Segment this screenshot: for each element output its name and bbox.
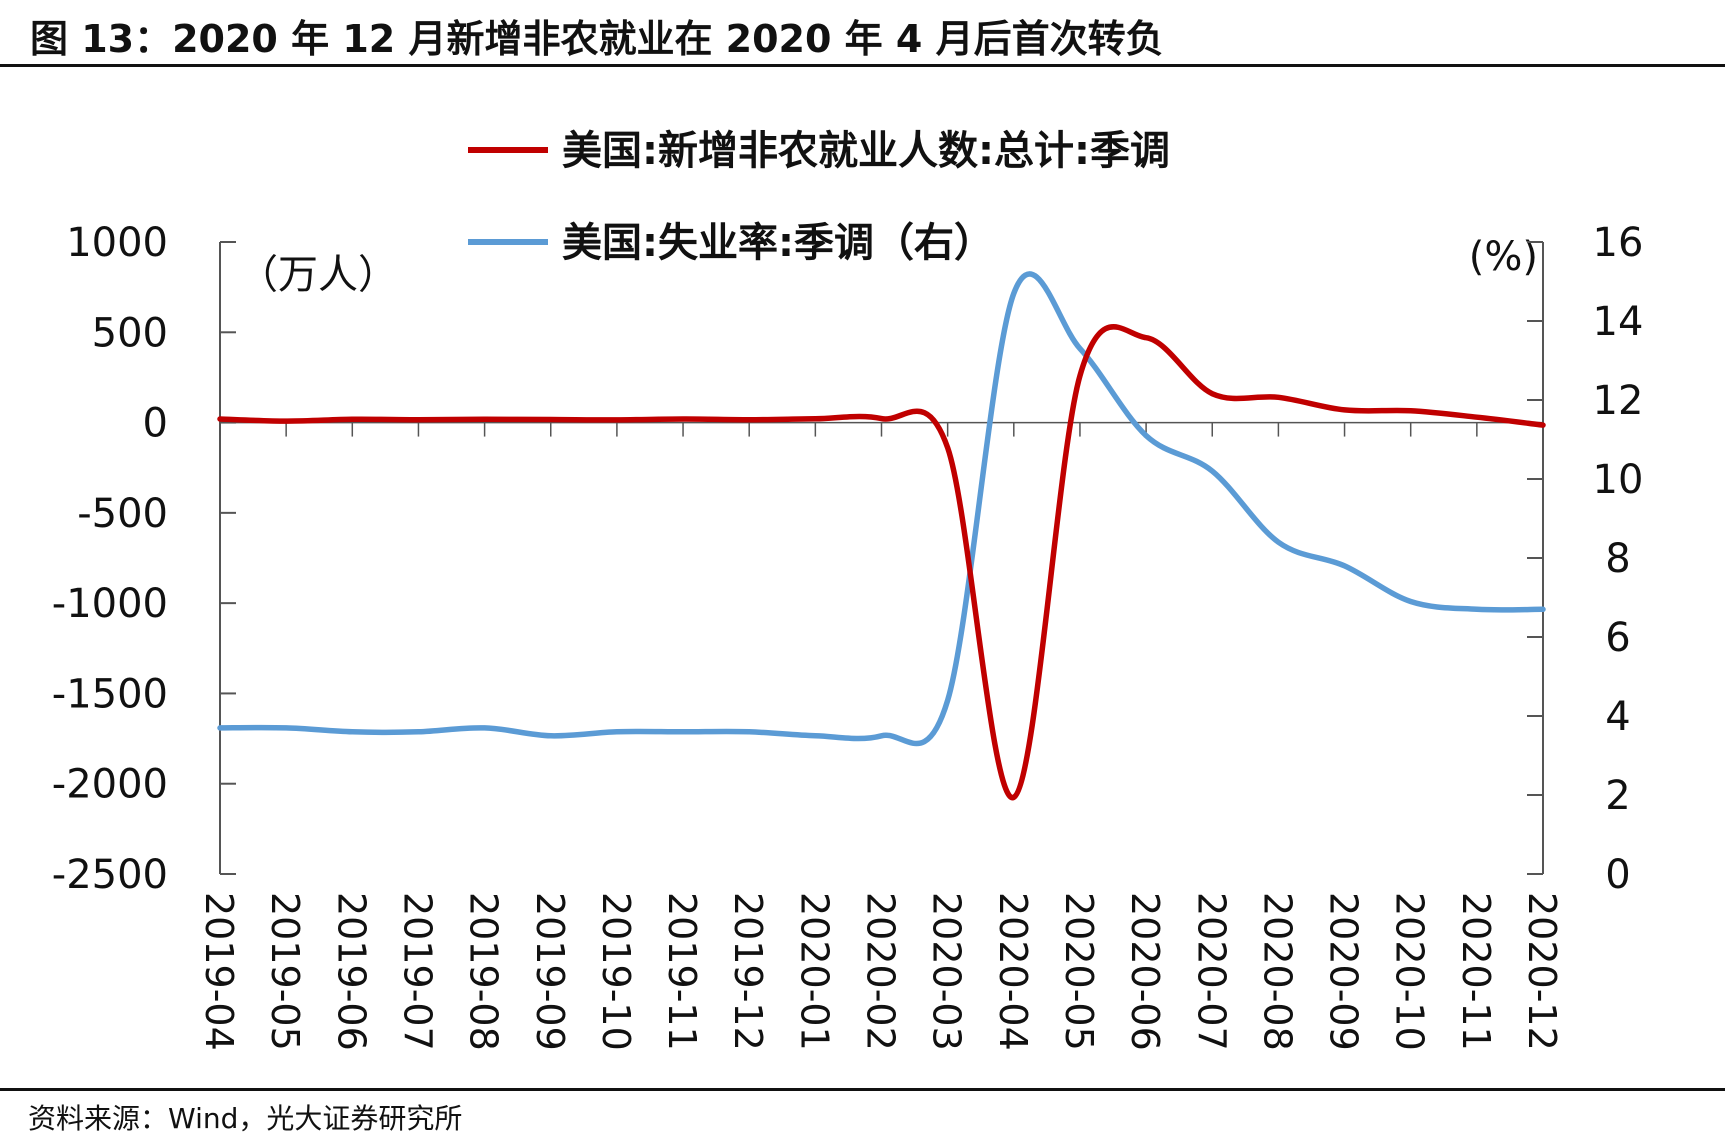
right-tick-label: 16 <box>1593 220 1644 266</box>
left-axis-unit: （万人） <box>238 252 398 298</box>
left-tick-label: -1000 <box>52 581 168 627</box>
zero-baseline <box>219 421 1544 437</box>
series-line-unemployment-rate <box>217 271 1546 747</box>
x-tick-label: 2019-09 <box>528 892 572 1051</box>
x-tick-label: 2019-04 <box>197 892 241 1051</box>
right-tick-label: 10 <box>1593 457 1644 503</box>
x-tick-label: 2020-05 <box>1057 892 1101 1051</box>
x-tick-label: 2020-12 <box>1520 892 1564 1051</box>
x-tick-label: 2020-03 <box>925 892 969 1051</box>
left-tick-label: 500 <box>92 310 168 356</box>
legend-label-unemployment: 美国:失业率:季调（右） <box>562 220 994 266</box>
chart-title: 图 13：2020 年 12 月新增非农就业在 2020 年 4 月后首次转负 <box>30 17 1164 61</box>
legend-label-nonfarm: 美国:新增非农就业人数:总计:季调 <box>562 128 1170 174</box>
right-tick-label: 6 <box>1605 615 1630 661</box>
left-tick-label: -500 <box>77 491 168 537</box>
left-tick-label: -1500 <box>52 671 168 717</box>
source-note: 资料来源：Wind，光大证券研究所 <box>28 1102 463 1135</box>
x-tick-label: 2019-11 <box>660 892 704 1051</box>
right-tick-label: 0 <box>1605 852 1630 898</box>
x-tick-label: 2019-06 <box>329 892 373 1051</box>
x-tick-label: 2020-09 <box>1322 892 1366 1051</box>
left-tick-labels: 1000 500 0 -500 -1000 -1500 -2000 -2500 <box>52 220 168 898</box>
x-tick-label: 2020-08 <box>1255 892 1299 1051</box>
bottom-divider <box>0 1088 1725 1091</box>
right-tick-label: 4 <box>1605 694 1630 740</box>
legend: 美国:新增非农就业人数:总计:季调 美国:失业率:季调（右） <box>468 128 1170 266</box>
left-tick-label: 1000 <box>66 220 168 266</box>
x-tick-label: 2020-10 <box>1388 892 1432 1051</box>
top-divider <box>0 64 1725 67</box>
x-tick-label: 2019-05 <box>263 892 307 1051</box>
x-tick-label: 2020-07 <box>1189 892 1233 1051</box>
x-tick-label: 2019-08 <box>462 892 506 1051</box>
x-tick-label: 2020-06 <box>1123 892 1167 1051</box>
x-tick-label: 2019-10 <box>594 892 638 1051</box>
left-tick-label: -2000 <box>52 762 168 808</box>
right-tick-label: 12 <box>1593 378 1644 424</box>
right-tick-labels: 16 14 12 10 8 6 4 2 0 <box>1593 220 1644 898</box>
x-tick-label: 2020-02 <box>859 892 903 1051</box>
right-tick-label: 8 <box>1605 536 1630 582</box>
x-tick-label: 2019-07 <box>396 892 440 1051</box>
left-tick-label: 0 <box>143 401 168 447</box>
series-group <box>217 271 1546 801</box>
x-tick-label: 2020-04 <box>991 892 1035 1051</box>
right-tick-label: 2 <box>1605 773 1630 819</box>
series-line-nonfarm-payrolls <box>217 324 1546 801</box>
right-tick-label: 14 <box>1593 299 1644 345</box>
left-tick-label: -2500 <box>52 852 168 898</box>
x-tick-label: 2020-11 <box>1454 892 1498 1051</box>
x-tick-label: 2019-12 <box>726 892 770 1051</box>
line-chart: 美国:新增非农就业人数:总计:季调 美国:失业率:季调（右） （万人） (%) … <box>52 128 1644 1051</box>
x-tick-label: 2020-01 <box>792 892 836 1051</box>
axes <box>219 241 1544 875</box>
x-tick-labels: 2019-04 2019-05 2019-06 2019-07 2019-08 2019-… <box>197 892 1564 1051</box>
right-axis-unit: (%) <box>1469 234 1538 280</box>
